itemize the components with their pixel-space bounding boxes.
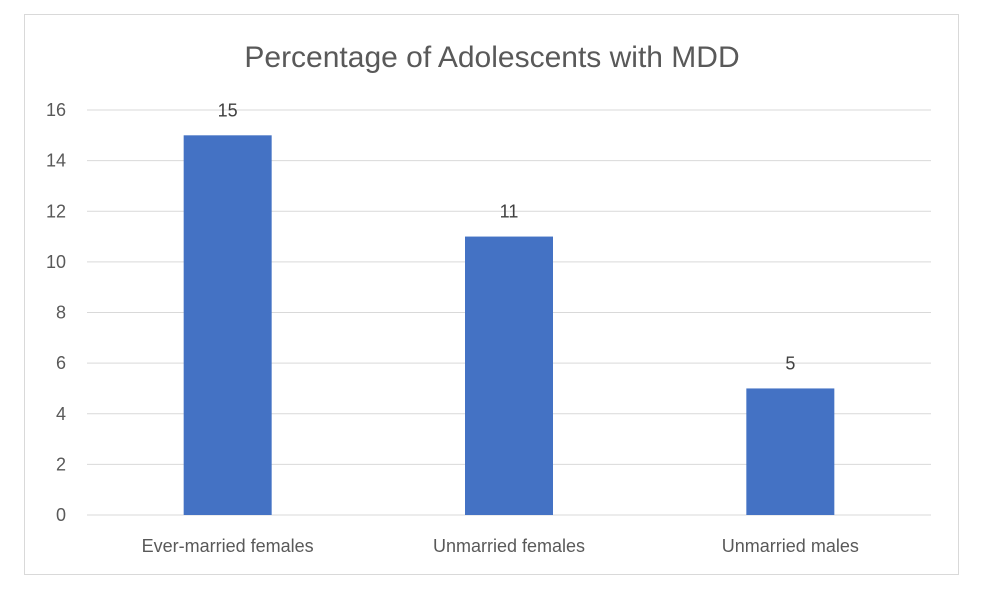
y-tick-label: 2 <box>56 454 66 474</box>
y-tick-label: 0 <box>56 505 66 525</box>
x-category-label: Ever-married females <box>142 536 314 556</box>
x-axis-categories: Ever-married females Unmarried females Unm… <box>142 536 859 556</box>
data-labels: 15 11 5 <box>218 100 796 373</box>
y-tick-label: 4 <box>56 404 66 424</box>
y-tick-label: 8 <box>56 303 66 323</box>
data-label: 5 <box>785 353 795 373</box>
y-tick-label: 10 <box>46 252 66 272</box>
bar-2 <box>746 388 835 515</box>
y-tick-label: 12 <box>46 201 66 221</box>
y-tick-label: 6 <box>56 353 66 373</box>
bar-1 <box>465 236 553 515</box>
chart-title: Percentage of Adolescents with MDD <box>244 41 739 74</box>
x-category-label: Unmarried females <box>433 536 585 556</box>
bar-0 <box>183 135 272 515</box>
bars <box>183 135 835 515</box>
data-label: 15 <box>218 100 238 120</box>
x-category-label: Unmarried males <box>722 536 859 556</box>
data-label: 11 <box>500 202 519 222</box>
y-tick-label: 16 <box>46 100 66 120</box>
y-axis-ticks: 0 2 4 6 8 10 12 14 16 <box>46 100 66 525</box>
y-tick-label: 14 <box>46 151 66 171</box>
